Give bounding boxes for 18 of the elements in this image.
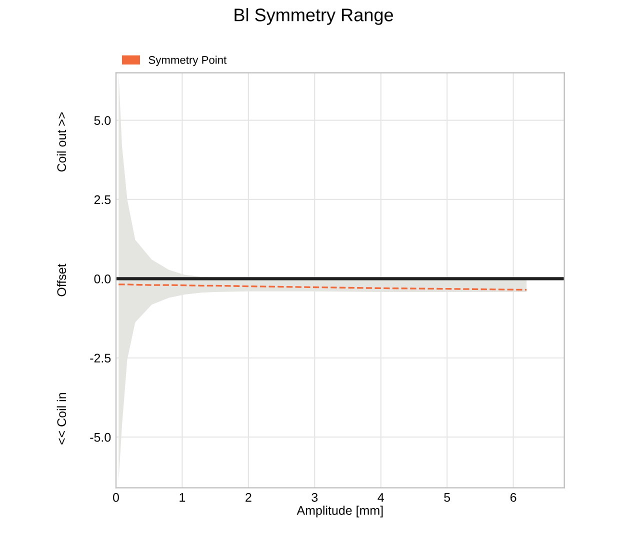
text: Offset <box>56 264 66 296</box>
x-axis-title: Amplitude [mm] <box>296 506 383 518</box>
text: << Coil in <box>56 393 66 444</box>
x-tick-label: 6 <box>510 492 516 502</box>
y-tick-label: 5.0 <box>94 116 111 125</box>
x-tick-label: 2 <box>246 492 252 502</box>
x-tick-label: 1 <box>180 493 186 502</box>
text: Coil out >> <box>56 112 66 172</box>
y-tick-label: 2.5 <box>94 195 111 204</box>
x-tick-label: 0 <box>113 492 119 502</box>
x-tick-label: 4 <box>378 493 384 502</box>
y-tick-label: -2.5 <box>90 354 111 363</box>
y-tick-label: -5.0 <box>90 432 111 442</box>
x-tick-label: 5 <box>444 493 450 502</box>
x-tick-label: 3 <box>312 492 318 502</box>
legend-label: Symmetry Point <box>148 56 227 66</box>
chart-title: Bl Symmetry Range <box>234 8 393 25</box>
y-tick-label: 0.0 <box>94 274 111 284</box>
